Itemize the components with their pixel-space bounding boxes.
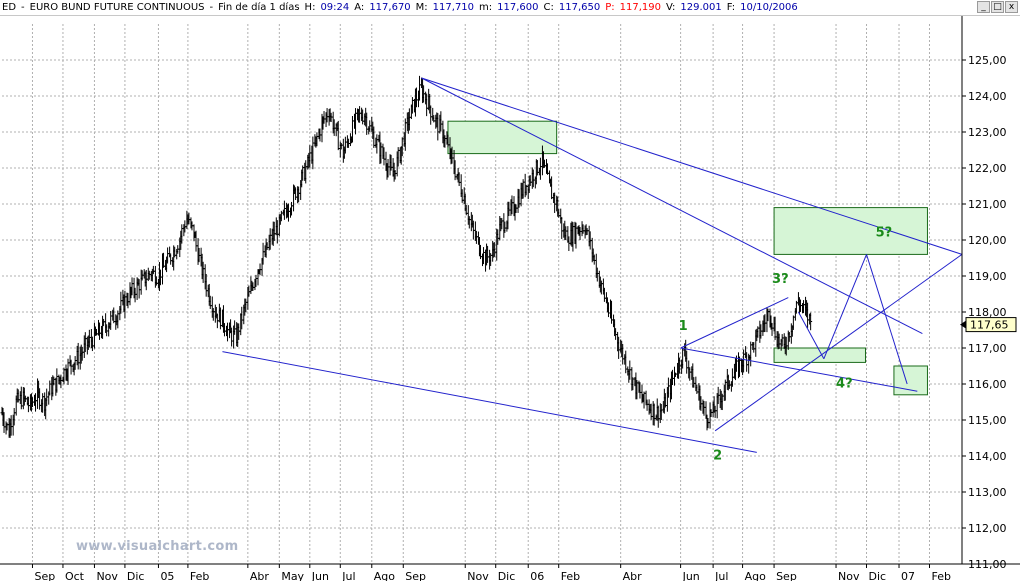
f-label: F:	[726, 2, 736, 13]
x-tick-label: Jun	[682, 570, 700, 581]
trend-line	[421, 77, 923, 335]
x-tick-label: Jun	[311, 570, 329, 581]
x-tick-label: Abr	[623, 570, 643, 581]
x-tick-label: Sep	[776, 570, 797, 581]
title-bar: ED - EURO BUND FUTURE CONTINUOUS - Fin de dí…	[0, 0, 1020, 16]
c-value: 117,650	[558, 2, 601, 13]
y-tick-label: 119,00	[968, 270, 1007, 283]
x-tick-label: Feb	[561, 570, 580, 581]
watermark: www.visualchart.com	[76, 539, 239, 554]
target-box	[773, 207, 928, 255]
x-tick-label: Ago	[374, 570, 396, 581]
chart-background	[0, 16, 1020, 581]
wave-label: 4?	[836, 377, 853, 392]
y-tick-label: 115,00	[968, 414, 1007, 427]
y-tick-label: 112,00	[968, 522, 1007, 535]
y-tick-label: 121,00	[968, 198, 1007, 211]
y-tick-label: 125,00	[968, 54, 1007, 67]
x-tick-label: Sep	[405, 570, 426, 581]
x-tick-label: Jul	[714, 570, 728, 581]
symbol: ED	[2, 2, 17, 13]
window-controls: _ □ x	[977, 1, 1018, 13]
v-value: 129.001	[680, 2, 722, 13]
wave-labels-layer: 1 2 3? 4? 5?	[679, 225, 893, 463]
x-tick-label: Oct	[65, 570, 85, 581]
trend-line	[680, 347, 918, 392]
h-label: H:	[304, 2, 316, 13]
trend-line	[714, 253, 963, 432]
trend-line	[421, 77, 963, 255]
x-tick-label: Nov	[838, 570, 860, 581]
x-tick-label: Dic	[127, 570, 145, 581]
axes-layer: 125,00 124,00 123,00 122,00 121,00 120,00 119,…	[0, 16, 1020, 581]
x-tick-label: May	[281, 570, 304, 581]
x-tick-label: 05	[160, 570, 174, 581]
p-label: P:	[605, 2, 615, 13]
y-tick-label: 117,00	[968, 342, 1007, 355]
x-tick-label: Feb	[931, 570, 950, 581]
minimize-button[interactable]: _	[977, 1, 990, 13]
price-chart[interactable]: 123?4?5? 125,00124,00123,00122,00121,001…	[0, 16, 1020, 581]
price-bars-layer	[0, 75, 813, 438]
y-tick-label: 120,00	[968, 234, 1007, 247]
wave-label: 1	[679, 319, 688, 334]
h-value: 09:24	[320, 2, 350, 13]
trend-line	[798, 311, 825, 360]
x-tick-label: Feb	[190, 570, 209, 581]
restore-button[interactable]: □	[991, 1, 1004, 13]
f-value: 10/10/2006	[740, 2, 798, 13]
close-button[interactable]: x	[1005, 1, 1018, 13]
period-label: Fin de día 1 días	[218, 2, 300, 13]
y-tick-label: 113,00	[968, 486, 1007, 499]
last-price-label: 117,65	[970, 319, 1009, 332]
x-tick-label: 06	[530, 570, 544, 581]
a-value: 117,670	[369, 2, 411, 13]
x-tick-label: Abr	[250, 570, 270, 581]
x-tick-label: Dic	[498, 570, 516, 581]
x-tick-label: 07	[901, 570, 915, 581]
title-separator: -	[21, 2, 25, 13]
y-tick-label: 124,00	[968, 90, 1007, 103]
mi-label: m:	[479, 2, 493, 13]
wave-label: 5?	[876, 225, 893, 240]
y-tick-label: 114,00	[968, 450, 1007, 463]
a-label: A:	[354, 2, 365, 13]
m-label: M:	[415, 2, 428, 13]
mi-value: 117,600	[497, 2, 539, 13]
title-dash: -	[209, 2, 214, 13]
target-box	[447, 120, 558, 155]
x-tick-label: Jul	[341, 570, 355, 581]
y-tick-label: 116,00	[968, 378, 1007, 391]
trendlines-layer	[222, 77, 963, 453]
instrument-name: EURO BUND FUTURE CONTINUOUS	[29, 2, 205, 13]
y-tick-label: 118,00	[968, 306, 1007, 319]
m-value: 117,710	[432, 2, 475, 13]
x-tick-label: Ago	[745, 570, 767, 581]
wave-label: 2	[713, 449, 722, 464]
trend-line	[866, 254, 908, 385]
p-value: 117,190	[619, 2, 661, 13]
trend-line	[222, 351, 757, 453]
wave-label: 3?	[772, 272, 789, 287]
x-tick-label: Sep	[34, 570, 55, 581]
trend-line	[680, 297, 789, 349]
last-price-box	[965, 317, 1017, 333]
last-price-arrow	[960, 320, 966, 329]
y-tick-label: 123,00	[968, 126, 1007, 139]
y-tick-label: 122,00	[968, 162, 1007, 175]
x-tick-label: Dic	[869, 570, 887, 581]
trend-line	[823, 254, 867, 359]
c-label: C:	[543, 2, 554, 13]
target-boxes-layer	[447, 120, 928, 396]
x-tick-label: Nov	[467, 570, 489, 581]
x-tick-label: Nov	[96, 570, 118, 581]
target-box	[773, 347, 866, 363]
v-label: V:	[666, 2, 676, 13]
